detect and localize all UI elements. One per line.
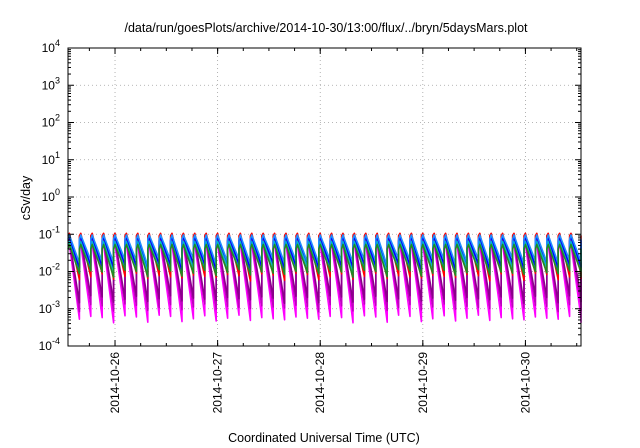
x-tick-label: 2014-10-30	[518, 352, 532, 414]
y-tick-label: 10-2	[39, 262, 60, 279]
series-line	[67, 243, 582, 279]
series-line	[67, 238, 582, 305]
y-axis: 10-4 10-3 10-2 10-1 100 101 102 103 104	[39, 38, 581, 353]
x-tick-label: 2014-10-28	[313, 352, 327, 414]
series-layer	[67, 232, 582, 324]
x-tick-label: 2014-10-29	[416, 352, 430, 414]
x-axis: 2014-10-26 2014-10-27 2014-10-28 2014-10-29…	[88, 48, 578, 414]
x-axis-label: Coordinated Universal Time (UTC)	[228, 431, 420, 445]
chart-title: /data/run/goesPlots/archive/2014-10-30/1…	[124, 21, 528, 35]
y-tick-label: 101	[42, 150, 60, 167]
y-tick-label: 104	[42, 38, 60, 55]
y-tick-label: 10-4	[39, 336, 60, 353]
y-axis-label: cSv/day	[19, 175, 33, 220]
x-tick-label: 2014-10-27	[211, 352, 225, 414]
y-tick-label: 10-3	[39, 299, 60, 316]
x-tick-label: 2014-10-26	[108, 352, 122, 414]
y-tick-label: 103	[42, 75, 60, 92]
y-tick-label: 100	[42, 187, 60, 204]
y-tick-label: 102	[42, 113, 60, 130]
y-tick-label: 10-1	[39, 224, 60, 241]
